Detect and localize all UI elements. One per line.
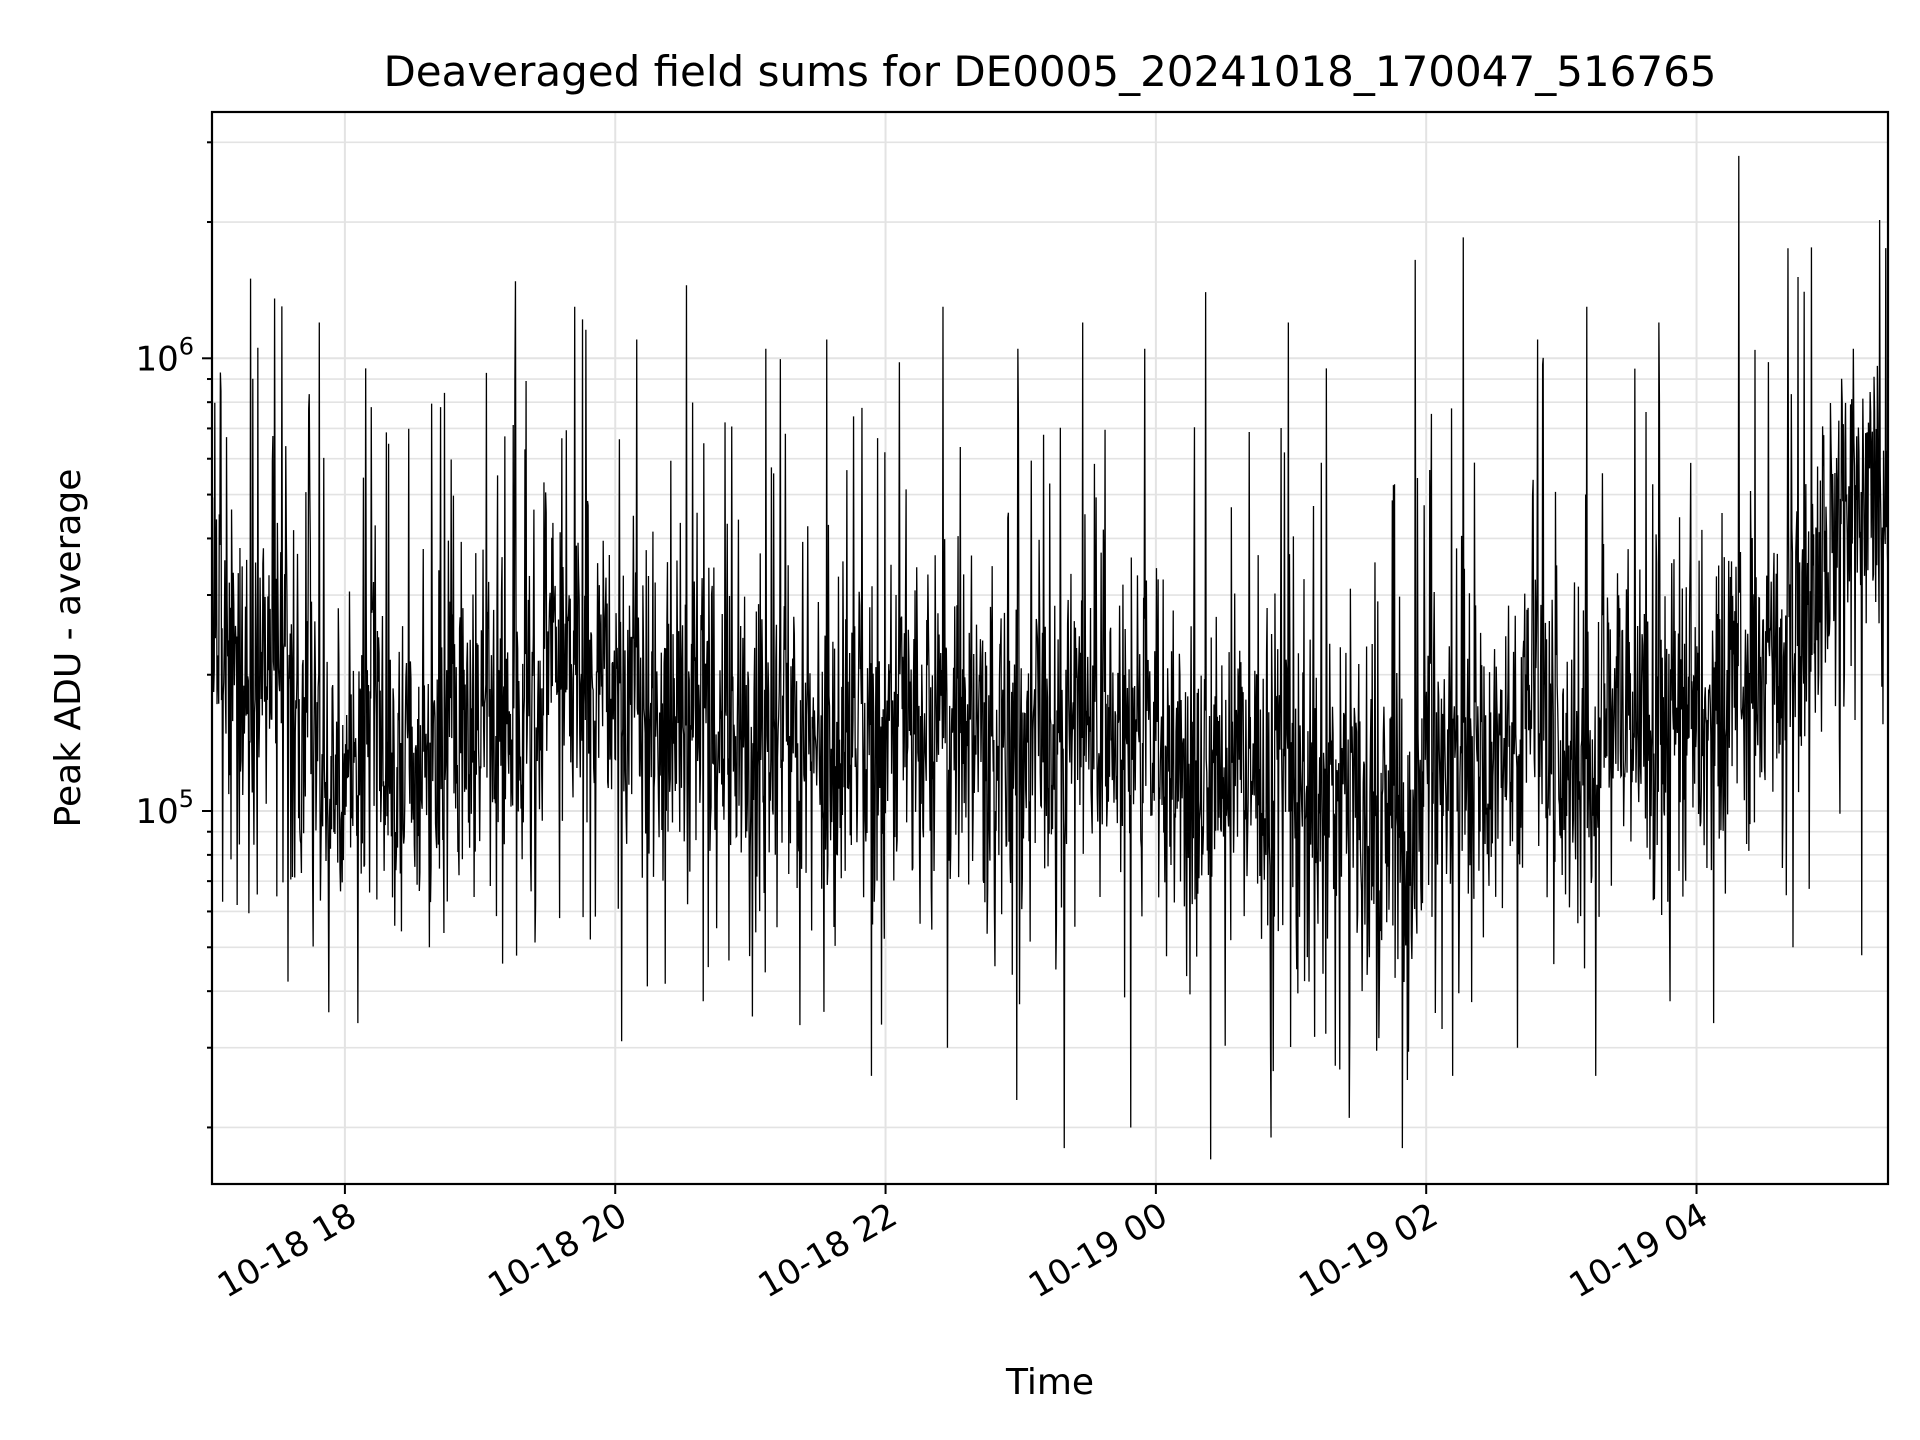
y-tick-label-exponent: 6 <box>179 332 194 360</box>
y-tick-label: 106 <box>135 332 194 379</box>
y-tick-label-base: 10 <box>135 792 178 832</box>
x-axis-label: Time <box>1005 1362 1094 1403</box>
data-series <box>211 155 1889 1160</box>
plot-frame <box>210 110 1890 1186</box>
y-tick-label-base: 10 <box>135 339 178 379</box>
chart-title: Deaveraged field sums for DE0005_2024101… <box>383 47 1716 96</box>
series-line <box>211 155 1889 1160</box>
y-axis-label: Peak ADU - average <box>48 469 89 828</box>
y-tick-label-exponent: 5 <box>179 785 194 813</box>
y-tick-label: 105 <box>135 785 194 832</box>
